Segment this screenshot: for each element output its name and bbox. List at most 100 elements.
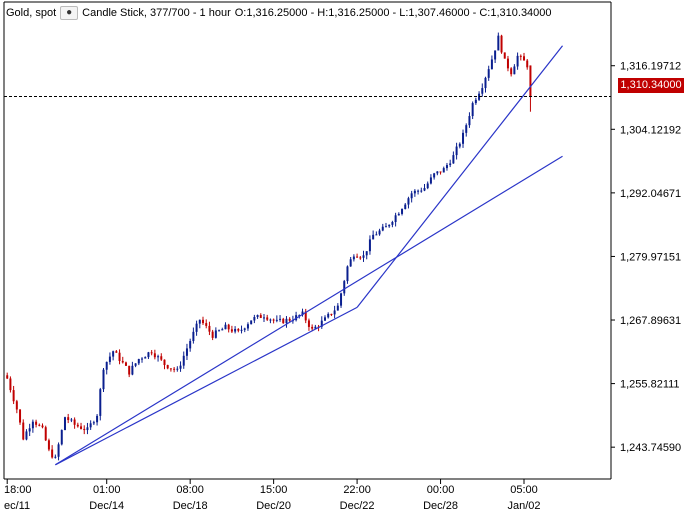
candle-body	[503, 52, 506, 59]
candle-body	[484, 77, 487, 89]
candle-body	[240, 329, 243, 331]
candle	[397, 212, 400, 216]
candle-body	[205, 323, 208, 326]
candle	[484, 76, 487, 93]
y-tick-label: 1,292.04671	[620, 188, 681, 200]
candle-body	[150, 352, 153, 354]
candle	[141, 357, 144, 363]
candle-body	[404, 204, 407, 209]
candle	[173, 366, 176, 373]
chart-type-label: Candle Stick, 377/700 - 1 hour	[82, 7, 231, 19]
candle	[112, 350, 115, 361]
x-tick-time: 15:00	[260, 484, 288, 496]
candle	[519, 54, 522, 61]
candle-body	[298, 315, 301, 317]
candle-body	[12, 390, 15, 402]
candle	[169, 368, 172, 372]
candle-body	[420, 190, 423, 192]
candle	[401, 208, 404, 216]
candle	[163, 359, 166, 370]
candle-body	[269, 319, 272, 321]
candle-body	[311, 326, 314, 329]
x-tick-time: 22:00	[343, 484, 371, 496]
candle-body	[73, 419, 76, 425]
candle-body	[153, 353, 156, 358]
candle-body	[47, 440, 50, 450]
candle-body	[368, 239, 371, 252]
candle-body	[462, 132, 465, 144]
candle	[452, 151, 455, 164]
candle-body	[340, 293, 343, 306]
candle	[80, 422, 83, 430]
candle	[388, 224, 391, 228]
candle	[227, 323, 230, 333]
candle-body	[99, 389, 102, 416]
candle	[208, 321, 211, 336]
trendline-2[interactable]	[55, 155, 563, 466]
candle-body	[285, 318, 288, 324]
candle	[407, 196, 410, 209]
candle	[375, 231, 378, 236]
candle	[442, 166, 445, 173]
candle	[323, 315, 326, 322]
candle	[240, 325, 243, 334]
candle-body	[487, 69, 490, 78]
candle-body	[28, 428, 31, 432]
candle	[429, 174, 432, 185]
candle-body	[266, 317, 269, 320]
candle-body	[102, 369, 105, 390]
candle-body	[510, 68, 513, 75]
candle	[474, 97, 477, 105]
x-tick-time: 00:00	[427, 484, 455, 496]
candle	[468, 112, 471, 128]
candle-body	[519, 55, 522, 57]
candle	[192, 327, 195, 344]
candle	[340, 292, 343, 308]
candle-body	[314, 326, 317, 329]
candle	[73, 417, 76, 429]
candle	[214, 327, 217, 339]
candle-body	[173, 368, 176, 370]
candle	[269, 318, 272, 324]
candle	[246, 322, 249, 331]
candle-body	[362, 255, 365, 258]
candle-body	[449, 163, 452, 166]
candle	[423, 183, 426, 192]
candle	[134, 363, 137, 368]
candle-body	[38, 424, 41, 426]
trendline-1[interactable]	[55, 306, 358, 466]
candle	[410, 190, 413, 203]
candle	[124, 361, 127, 366]
candle	[494, 50, 497, 63]
candle	[394, 212, 397, 227]
candle-body	[375, 234, 378, 236]
candle	[63, 416, 66, 431]
candle	[417, 189, 420, 195]
candle	[487, 65, 490, 81]
candle-body	[474, 99, 477, 104]
candle	[67, 413, 70, 424]
eye-icon[interactable]: ●	[60, 6, 79, 20]
candle	[282, 317, 285, 324]
candle-body	[391, 222, 394, 225]
candle-body	[25, 431, 28, 440]
candle	[256, 314, 259, 319]
candle	[230, 325, 233, 333]
candle-body	[189, 341, 192, 349]
trendline-1-upper[interactable]	[356, 45, 564, 308]
candle-body	[513, 66, 516, 75]
candle	[359, 255, 362, 260]
candle-body	[516, 55, 519, 67]
candle-body	[327, 313, 330, 318]
x-tick-date: Dec/22	[340, 500, 375, 512]
candle	[195, 320, 198, 336]
candle-body	[92, 422, 95, 424]
candle	[343, 279, 346, 296]
plot-area[interactable]	[4, 2, 611, 479]
candle-body	[301, 311, 304, 316]
candle-body	[35, 421, 38, 425]
candle	[185, 343, 188, 361]
candle	[179, 361, 182, 372]
candle	[516, 52, 519, 70]
